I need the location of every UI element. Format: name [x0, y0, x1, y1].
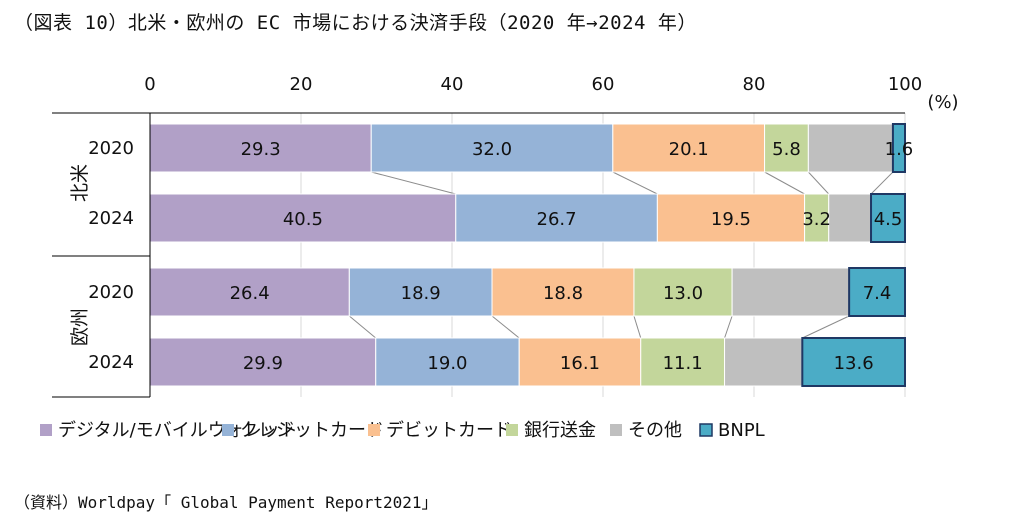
data-label: 26.4: [230, 283, 270, 304]
group-label: 北米: [69, 164, 91, 202]
connector-line: [807, 171, 830, 195]
chart-source: （資料）Worldpay「 Global Payment Report2021」: [14, 493, 438, 512]
legend-swatch: [699, 423, 713, 437]
bar-segment: [612, 123, 766, 173]
bar-segment: [370, 123, 614, 173]
bar-segment: [455, 193, 658, 243]
bar-segment: [807, 123, 894, 173]
bar-segment: [891, 123, 906, 173]
data-label: 1.6: [885, 139, 914, 160]
data-label: 19.5: [711, 209, 751, 230]
bar-segment: [491, 267, 635, 317]
bar-segment: [804, 193, 830, 243]
bar-segment: [656, 193, 806, 243]
connector-line: [491, 315, 520, 339]
bar-segment: [828, 193, 872, 243]
legend-swatch: [222, 424, 234, 436]
bar-segment: [633, 267, 733, 317]
data-label: 18.8: [543, 283, 583, 304]
connector-line: [724, 315, 733, 339]
x-axis-unit: (%): [927, 92, 958, 113]
legend-label: BNPL: [718, 420, 765, 441]
bar-segment: [801, 337, 907, 387]
bar-segment: [518, 337, 642, 387]
bar-segment: [724, 337, 803, 387]
legend-swatch: [368, 424, 380, 436]
data-label: 29.9: [243, 353, 283, 374]
x-tick-label: 80: [743, 74, 766, 95]
data-label: 13.6: [834, 353, 874, 374]
connector-line: [870, 171, 894, 195]
year-label: 2020: [88, 282, 134, 303]
stacked-bar-chart: 29.3 32.0 20.1 5.8 1.6 40.5 26.7 19.5 3.2 4.5 26.4…: [40, 74, 959, 441]
data-label: 7.4: [863, 283, 892, 304]
data-label: 19.0: [427, 353, 467, 374]
bar-segment: [375, 337, 520, 387]
legend-swatch: [610, 424, 622, 436]
bar-segment: [870, 193, 907, 243]
data-label: 40.5: [283, 209, 323, 230]
group-label: 欧州: [69, 308, 91, 346]
x-tick-label: 100: [888, 74, 922, 95]
bar-segment: [848, 267, 907, 317]
connector-line: [612, 171, 658, 195]
legend-label: デビットカード: [386, 420, 512, 441]
data-label: 11.1: [663, 353, 703, 374]
data-label: 26.7: [537, 209, 577, 230]
bar-segment: [149, 267, 350, 317]
legend-label: クレジットカード: [240, 420, 384, 441]
year-label: 2024: [88, 208, 134, 229]
year-label: 2024: [88, 352, 134, 373]
x-tick-label: 0: [144, 74, 155, 95]
legend-swatch: [40, 424, 52, 436]
connector-line: [349, 315, 377, 339]
x-tick-label: 20: [290, 74, 313, 95]
connector-line: [633, 315, 642, 339]
year-label: 2020: [88, 138, 134, 159]
data-label: 16.1: [560, 353, 600, 374]
data-label: 32.0: [472, 139, 512, 160]
connector-line: [371, 171, 456, 195]
data-label: 18.9: [401, 283, 441, 304]
data-label: 5.8: [772, 139, 801, 160]
legend-label: 銀行送金: [524, 420, 596, 441]
connector-line: [764, 171, 805, 195]
legend-swatch: [506, 424, 518, 436]
connector-line: [802, 315, 850, 339]
data-label: 13.0: [663, 283, 703, 304]
data-label: 4.5: [874, 209, 903, 230]
data-label: 29.3: [241, 139, 281, 160]
x-tick-label: 60: [592, 74, 615, 95]
bar-segment: [348, 267, 493, 317]
legend-label: デジタル/モバイルウォレット: [58, 420, 298, 441]
chart-title: （図表 10）北米・欧州の EC 市場における決済手段（2020 年→2024 …: [14, 12, 697, 34]
data-label: 20.1: [669, 139, 709, 160]
legend-label: その他: [628, 420, 682, 441]
data-label: 3.2: [802, 209, 831, 230]
bar-segment: [731, 267, 850, 317]
bar-segment: [149, 337, 377, 387]
bar-segment: [640, 337, 726, 387]
x-tick-label: 40: [441, 74, 464, 95]
